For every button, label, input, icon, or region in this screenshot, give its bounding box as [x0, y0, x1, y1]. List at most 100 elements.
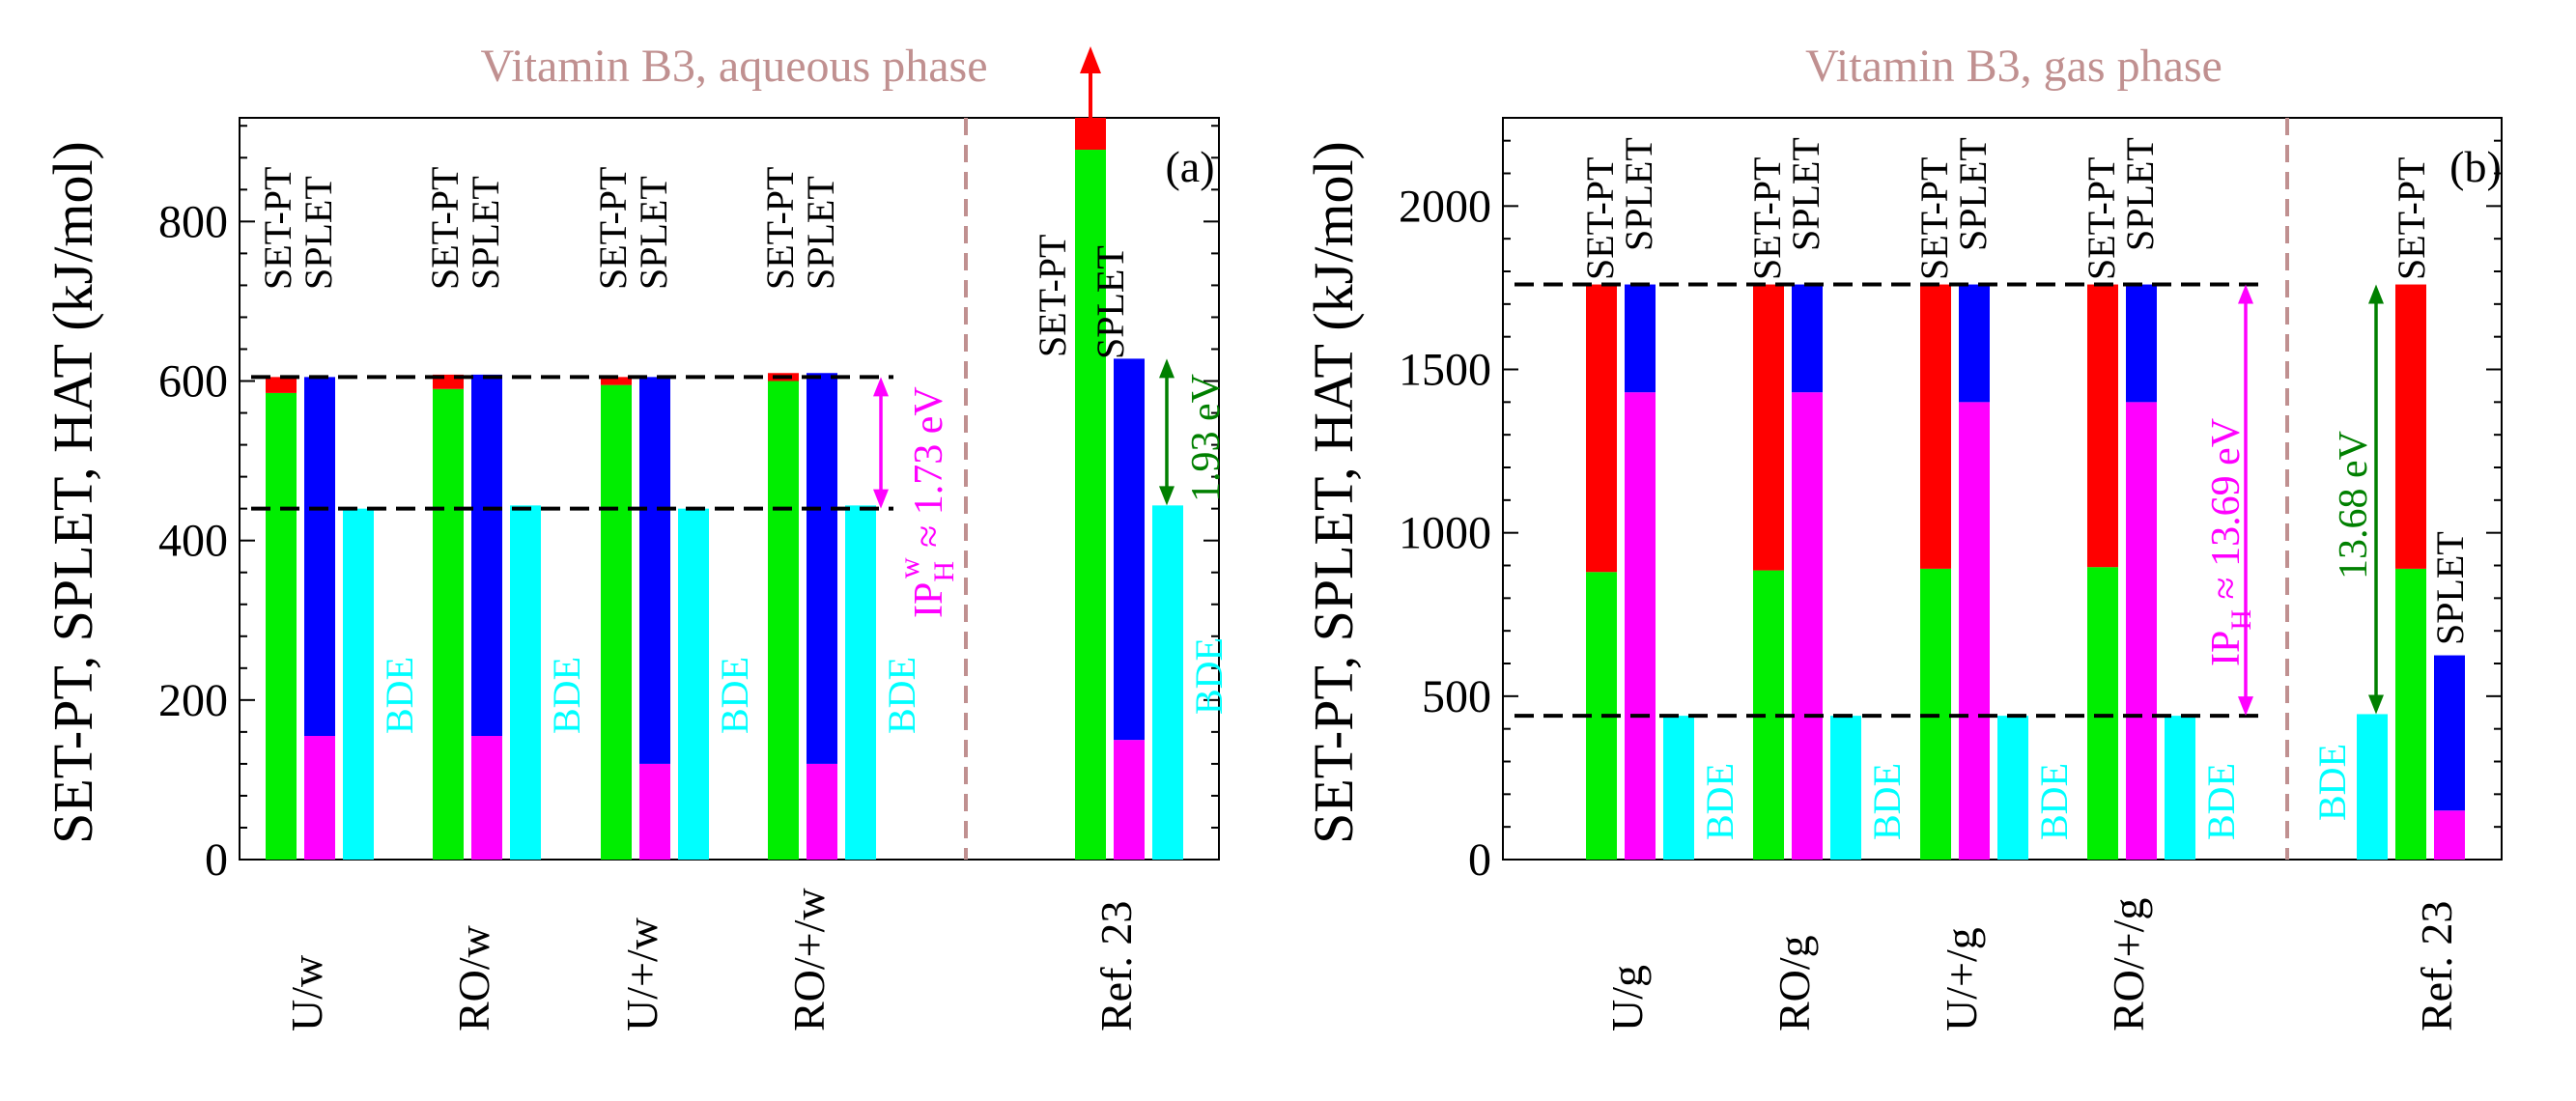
bar-setpt-segment1 [266, 392, 297, 860]
bar-bde [678, 508, 709, 860]
series-label-bde: BDE [2032, 763, 2076, 840]
series-label-splet: SPLET [1089, 245, 1132, 359]
series-label-bde: BDE [880, 657, 923, 734]
panel-a-ylabel: SET-PT, SPLET, HAT (kJ/mol) [42, 141, 104, 844]
category-label: U/w [282, 954, 331, 1031]
bar-setpt-segment1 [601, 384, 632, 860]
series-label-setpt: SET-PT [591, 167, 635, 290]
y-tick-label: 200 [158, 675, 228, 726]
series-label-splet: SPLET [799, 176, 842, 290]
y-tick-label: 600 [158, 356, 228, 408]
bar-splet-segment1 [304, 736, 335, 860]
bar-splet-segment1 [2126, 402, 2157, 860]
bar-bde [510, 505, 541, 860]
bar-splet-segment1 [1114, 740, 1145, 860]
y-tick-label: 0 [205, 834, 228, 886]
category-label: RO/g [1769, 935, 1819, 1031]
bar-setpt-segment2 [1586, 284, 1617, 573]
bar-splet-segment2 [1959, 284, 1990, 403]
series-label-splet: SPLET [632, 176, 675, 290]
series-label-bde: BDE [545, 657, 588, 734]
series-label-bde: BDE [2199, 763, 2243, 840]
series-label-splet: SPLET [464, 176, 507, 290]
bar-bde [1997, 716, 2028, 860]
bar-setpt-segment2 [1753, 284, 1784, 571]
category-label: Ref. 23 [1091, 901, 1141, 1031]
annotation-label-main: IP [2204, 631, 2249, 666]
bar-splet-segment2 [639, 377, 670, 764]
bar-setpt-segment2 [266, 377, 297, 393]
y-tick-label: 500 [1422, 671, 1491, 722]
series-label-setpt: SET-PT [2390, 157, 2433, 280]
annotation-label-sup: w [893, 557, 925, 579]
bar-splet-segment2 [471, 374, 502, 736]
annotation-arrow-head-top [2368, 284, 2384, 304]
series-label-splet: SPLET [2428, 531, 2472, 645]
bar-setpt-segment1 [2087, 567, 2118, 860]
bar-splet-segment1 [807, 763, 837, 860]
bar-bde [343, 508, 374, 860]
bar-splet-segment2 [1625, 284, 1656, 393]
bar-splet-segment2 [304, 377, 335, 736]
series-label-splet: SPLET [2118, 137, 2162, 251]
annotation-label-main: IP [907, 582, 951, 618]
annotation-label-rest: ≈ 13.69 eV [2204, 418, 2249, 609]
category-label: RO/+/g [2104, 898, 2153, 1031]
bar-splet-segment1 [639, 763, 670, 860]
bar-splet-segment2 [2434, 655, 2465, 811]
series-label-bde: BDE [713, 657, 756, 734]
bar-splet-segment2 [1792, 284, 1823, 393]
panel-a-label: (a) [1165, 142, 1214, 191]
series-label-setpt: SET-PT [2080, 157, 2123, 280]
annotation-arrow-head-bottom [2238, 696, 2253, 717]
series-label-setpt: SET-PT [1578, 157, 1622, 280]
category-label: Ref. 23 [2412, 901, 2461, 1031]
bar-setpt-segment1 [433, 388, 464, 860]
bar-setpt-segment2 [2395, 284, 2426, 569]
panel-a: Vitamin B3, aqueous phase (a) SET-PT, SP… [42, 41, 1231, 1031]
annotation-arrow-head-bottom [1159, 486, 1175, 506]
series-label-bde: BDE [1698, 763, 1741, 840]
series-label-splet: SPLET [1617, 137, 1660, 251]
annotation-arrow-head-top [873, 377, 889, 397]
bar-setpt-segment2 [1920, 284, 1951, 569]
y-tick-label: 1500 [1399, 345, 1491, 396]
annotation-label: 1.93 eV [1184, 374, 1229, 502]
y-tick-label: 800 [158, 196, 228, 247]
annotation-arrow-head-top [1159, 358, 1175, 379]
series-label-splet: SPLET [1951, 137, 1995, 251]
annotation-arrow-head-top [2238, 284, 2253, 304]
y-tick-label: 0 [1468, 834, 1491, 886]
annotation-label-main: 1.93 eV [1184, 374, 1229, 502]
series-label-bde: BDE [1865, 763, 1909, 840]
series-label-bde: BDE [1187, 637, 1231, 715]
annotation-label-main: 13.68 eV [2332, 431, 2376, 579]
annotation-label: IPH ≈ 13.69 eV [2204, 418, 2257, 666]
y-tick-label: 2000 [1399, 181, 1491, 232]
plot-frame [239, 117, 1220, 861]
series-label-bde: BDE [378, 657, 421, 734]
bar-splet-segment1 [1792, 392, 1823, 860]
bar-splet-segment1 [2434, 810, 2465, 860]
category-label: U/g [1602, 965, 1652, 1031]
y-tick-label: 1000 [1399, 508, 1491, 559]
bar-splet-segment1 [1959, 402, 1990, 860]
overflow-arrow-head [1080, 46, 1101, 73]
series-label-bde: BDE [2310, 744, 2354, 821]
bar-setpt-segment1 [768, 381, 799, 860]
category-label: U/+/w [617, 917, 666, 1031]
annotation-arrow-head-bottom [2368, 694, 2384, 715]
bar-splet-segment2 [2126, 284, 2157, 403]
annotation-arrow-head-bottom [873, 489, 889, 509]
series-label-setpt: SET-PT [1745, 157, 1789, 280]
series-label-splet: SPLET [297, 176, 340, 290]
bar-bde [1152, 505, 1183, 860]
bar-setpt-segment2 [601, 377, 632, 385]
annotation-label-rest: ≈ 1.73 eV [907, 386, 951, 557]
panel-b-ylabel: SET-PT, SPLET, HAT (kJ/mol) [1302, 141, 1365, 844]
series-label-setpt: SET-PT [1031, 235, 1074, 357]
panel-b: Vitamin B3, gas phase (b) SET-PT, SPLET,… [1302, 41, 2503, 1031]
bar-setpt-segment2 [2087, 284, 2118, 568]
annotation-label: 13.68 eV [2332, 431, 2376, 579]
